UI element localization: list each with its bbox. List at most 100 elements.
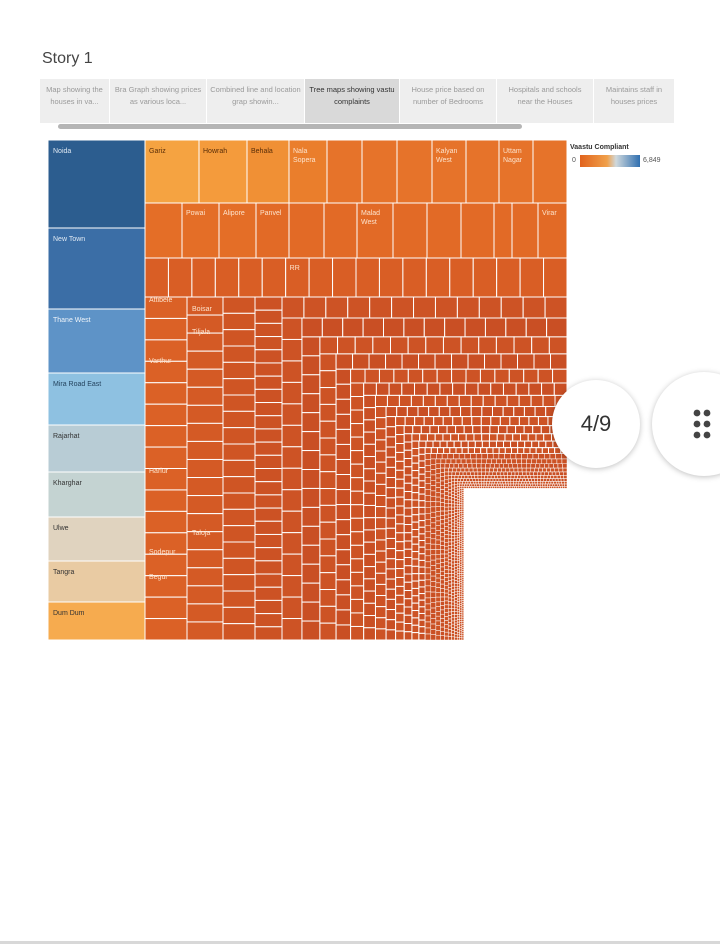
treemap-cell[interactable]	[454, 560, 458, 564]
treemap-cell[interactable]	[548, 336, 568, 355]
treemap-cell[interactable]	[461, 608, 465, 612]
treemap-cell[interactable]	[186, 621, 224, 641]
treemap-cell[interactable]	[435, 473, 441, 479]
treemap-cell[interactable]	[395, 434, 405, 445]
treemap-cell[interactable]	[498, 483, 502, 487]
treemap-cell[interactable]	[319, 471, 337, 490]
treemap-cell[interactable]	[456, 583, 460, 587]
treemap-cell[interactable]	[459, 593, 463, 597]
treemap-cell[interactable]	[374, 539, 387, 552]
treemap-cell[interactable]	[451, 598, 455, 603]
treemap-cell[interactable]	[468, 467, 474, 473]
treemap-cell[interactable]	[447, 541, 452, 546]
treemap-cell[interactable]	[543, 257, 568, 298]
treemap-cell[interactable]	[472, 257, 498, 298]
treemap-cell[interactable]	[459, 582, 463, 586]
treemap-cell[interactable]	[451, 592, 455, 596]
treemap-cell[interactable]	[144, 317, 188, 341]
treemap-cell[interactable]	[454, 574, 458, 578]
treemap-cell[interactable]	[411, 565, 420, 575]
treemap-cell[interactable]	[507, 463, 514, 469]
treemap-cell[interactable]	[547, 483, 551, 487]
treemap-cell[interactable]	[435, 549, 441, 555]
treemap-cell[interactable]	[459, 559, 463, 563]
treemap-cell[interactable]	[390, 336, 409, 355]
treemap-cell[interactable]	[425, 440, 434, 449]
treemap-cell[interactable]	[435, 492, 441, 498]
treemap-cell[interactable]	[456, 621, 460, 625]
treemap-cell[interactable]	[531, 478, 535, 482]
treemap-cell[interactable]	[424, 465, 432, 472]
treemap-cell[interactable]	[456, 488, 460, 492]
treemap-cell[interactable]	[527, 483, 531, 487]
treemap-cell[interactable]	[544, 453, 551, 460]
treemap-cell[interactable]	[462, 481, 466, 485]
treemap-cell[interactable]	[186, 585, 224, 605]
treemap-cell[interactable]	[542, 467, 547, 473]
treemap-cell[interactable]	[495, 336, 515, 355]
treemap-cell[interactable]	[418, 520, 426, 528]
treemap-cell[interactable]	[186, 477, 224, 497]
treemap-cell[interactable]	[434, 296, 458, 319]
treemap-cell[interactable]	[461, 498, 465, 502]
treemap-cell[interactable]	[403, 474, 413, 484]
treemap-cell[interactable]	[424, 471, 432, 478]
treemap-cell[interactable]	[460, 336, 480, 355]
treemap-cell[interactable]	[218, 202, 257, 259]
treemap-cell[interactable]	[254, 599, 283, 615]
treemap-cell[interactable]	[461, 517, 465, 520]
treemap-cell[interactable]	[350, 625, 365, 641]
treemap-cell[interactable]	[543, 475, 548, 479]
treemap-cell[interactable]	[455, 471, 460, 476]
treemap-cell[interactable]	[447, 482, 452, 487]
treemap-cell[interactable]	[523, 406, 536, 418]
treemap-cell[interactable]	[434, 433, 444, 442]
treemap-cell[interactable]	[418, 553, 426, 561]
treemap-cell[interactable]	[481, 467, 486, 473]
treemap-cell[interactable]	[440, 485, 445, 490]
treemap-cell[interactable]	[426, 382, 441, 396]
treemap-cell[interactable]	[513, 336, 533, 355]
treemap-cell[interactable]	[374, 617, 387, 630]
treemap-cell[interactable]	[459, 486, 463, 489]
treemap-cell[interactable]	[363, 553, 376, 568]
treemap-cell[interactable]	[465, 486, 469, 489]
treemap-cell[interactable]	[561, 483, 565, 487]
treemap-cell[interactable]	[391, 296, 415, 319]
treemap-cell[interactable]	[424, 477, 432, 484]
treemap-cell[interactable]	[385, 629, 397, 641]
treemap-cell[interactable]	[459, 541, 463, 544]
treemap-cell[interactable]	[449, 257, 474, 298]
treemap-cell[interactable]	[144, 382, 188, 405]
treemap-cell[interactable]	[451, 557, 455, 562]
treemap-cell[interactable]	[456, 537, 460, 541]
treemap-cell[interactable]	[363, 602, 376, 617]
treemap-cell[interactable]	[281, 338, 303, 362]
treemap-cell[interactable]	[544, 483, 548, 487]
treemap-cell[interactable]	[561, 458, 568, 465]
treemap-cell[interactable]	[319, 387, 337, 405]
treemap-cell[interactable]	[459, 564, 463, 567]
treemap-cell[interactable]	[303, 296, 327, 319]
treemap-cell[interactable]	[301, 487, 321, 508]
treemap-cell[interactable]	[451, 566, 455, 571]
treemap-cell[interactable]	[395, 568, 405, 578]
treemap-cell[interactable]	[385, 537, 397, 550]
treemap-cell[interactable]	[403, 540, 413, 550]
treemap-cell[interactable]	[461, 569, 465, 572]
treemap-cell[interactable]	[465, 458, 472, 465]
treemap-cell[interactable]	[454, 554, 458, 559]
treemap-cell[interactable]	[468, 486, 471, 489]
treemap-cell[interactable]	[435, 477, 441, 484]
treemap-cell[interactable]	[531, 486, 535, 489]
treemap-cell[interactable]	[424, 489, 432, 496]
treemap-cell[interactable]	[454, 509, 458, 513]
treemap-cell[interactable]	[222, 557, 256, 576]
treemap-cell[interactable]	[451, 633, 455, 638]
treemap-cell[interactable]	[403, 590, 413, 600]
treemap-cell[interactable]	[559, 471, 564, 476]
treemap-cell[interactable]	[430, 469, 437, 476]
treemap-cell[interactable]	[513, 406, 525, 418]
treemap-cell[interactable]	[542, 481, 546, 485]
treemap-cell[interactable]	[460, 478, 464, 482]
